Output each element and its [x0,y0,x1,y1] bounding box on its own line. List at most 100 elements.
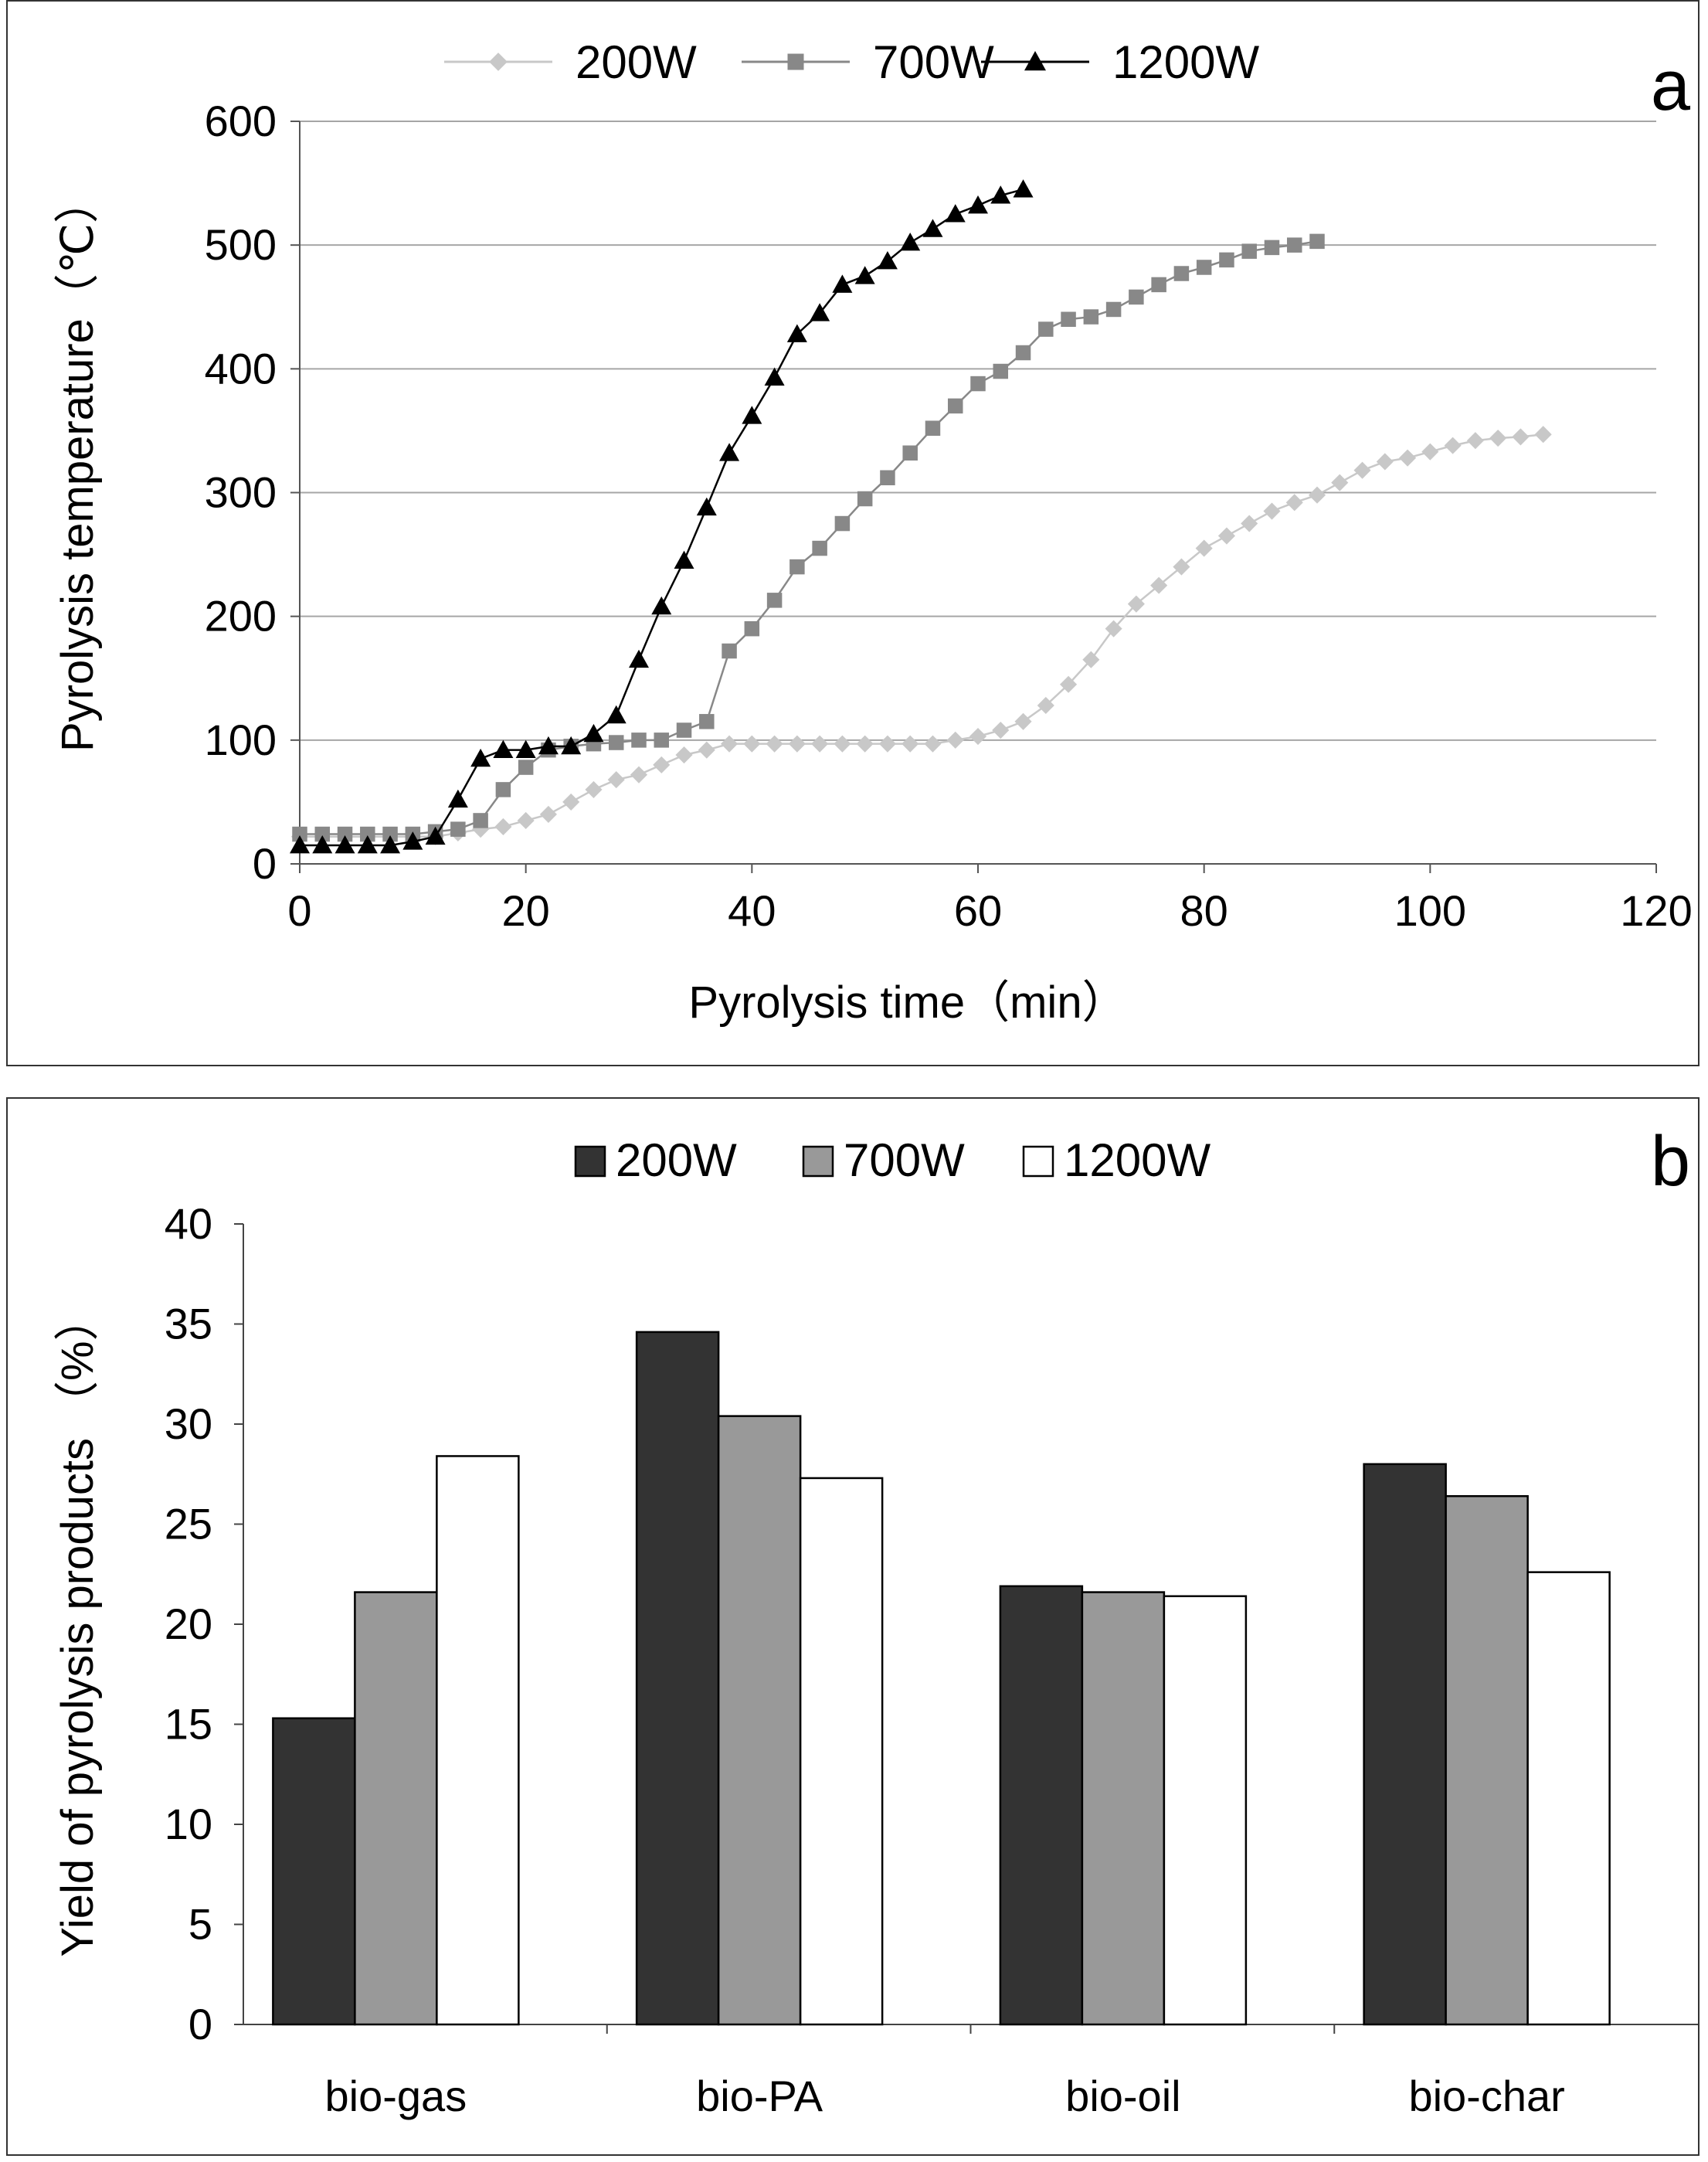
legend-marker [489,53,508,71]
data-point [1173,558,1190,576]
series-group [290,179,1552,854]
line-chart: 0 20 40 60 80 100 120 0 100 200 300 400 500 600 200W… [53,36,1693,1028]
data-point [312,835,333,854]
bar-700W-bio-gas [354,1591,438,2026]
data-point [1013,179,1034,198]
data-point [857,491,873,507]
data-point [992,721,1010,739]
data-point [1150,576,1168,594]
data-point [1512,428,1530,446]
y-tick-label: 400 [205,344,277,393]
series-line [300,240,1318,835]
data-point [743,735,761,753]
data-point [766,593,783,608]
data-point [674,550,694,569]
data-point [380,835,401,854]
bar-700W-bio-char [1445,1494,1529,2026]
data-point [834,735,851,753]
data-point [1038,321,1054,337]
y-tick-label: 5 [188,1900,212,1949]
data-point [1241,515,1258,532]
x-tick-label: 20 [502,886,550,935]
data-point [1195,539,1213,557]
data-point [1285,494,1303,512]
data-point [856,735,874,753]
data-point [877,250,898,270]
data-point [699,714,715,729]
legend-marker [1024,51,1046,71]
bar-200W-bio-PA [635,1331,720,2026]
data-point [1037,696,1054,715]
bars-group [272,1331,1611,2026]
data-point [993,363,1009,379]
data-point [696,497,717,516]
data-point [517,811,535,829]
data-point [651,596,672,615]
data-point [402,831,423,850]
data-point [515,739,536,759]
data-point [1219,252,1234,268]
data-point [1082,651,1100,668]
y-tick-label: 300 [205,468,277,517]
data-point [360,826,375,842]
x-tick-labels: 0 20 40 60 80 100 120 [287,886,1692,935]
y-tick-label: 200 [205,592,277,641]
data-point [924,735,942,753]
chart-panel-a: 0 20 40 60 80 100 120 0 100 200 300 400 500 600 200W… [6,0,1700,1066]
data-point [450,821,466,837]
data-point [630,766,648,784]
data-point [337,826,353,842]
y-tick-label: 20 [165,1599,212,1648]
data-point [473,813,488,828]
y-tick-label: 40 [165,1199,212,1248]
data-point [1061,311,1076,328]
series-700W [292,233,1325,842]
data-point [538,736,559,755]
bar-200W-bio-oil [999,1585,1084,2026]
bar-1200W-bio-gas [436,1455,520,2026]
axes [290,121,1657,873]
data-point [970,376,986,392]
legend-swatch [574,1145,606,1178]
data-point [653,756,671,773]
category-label: bio-gas [325,2072,467,2120]
data-point [493,739,514,759]
data-point [292,826,307,842]
data-point [607,771,625,789]
category-label: bio-PA [696,2072,823,2120]
data-point [946,731,964,749]
y-tick-labels: 0 5 10 15 20 25 30 35 40 [165,1199,212,2048]
data-point [810,303,830,321]
data-point [654,733,670,748]
data-point [1241,243,1257,259]
x-tick-label: 100 [1394,886,1466,935]
data-point [764,367,785,386]
bar-700W-bio-PA [717,1415,802,2026]
chart-panel-b: 0 5 10 15 20 25 30 35 40 bio-gas bio-PA bio-oil bio… [6,1097,1700,2156]
data-point [812,540,827,556]
bar-1200W-bio-char [1526,1571,1611,2026]
category-label: bio-oil [1065,2072,1180,2120]
data-point [585,780,603,798]
data-point [518,760,534,775]
x-axis-label: Pyrolysis time（min） [688,977,1126,1028]
data-point [922,219,943,237]
legend-swatch [802,1145,834,1178]
y-tick-label: 600 [205,97,277,145]
legend-label: 200W [576,36,697,88]
data-point [1217,527,1235,545]
data-point [1309,233,1325,250]
data-point [631,733,647,748]
data-point [902,735,919,753]
data-point [742,406,762,424]
y-tick-label: 0 [253,839,277,888]
data-point [357,835,378,854]
data-point [969,727,987,746]
data-point [1421,443,1439,461]
data-point [1105,301,1122,318]
data-point [1376,453,1394,471]
data-point [947,398,963,414]
data-point [583,723,604,743]
data-point [334,835,355,854]
data-point [382,826,398,842]
